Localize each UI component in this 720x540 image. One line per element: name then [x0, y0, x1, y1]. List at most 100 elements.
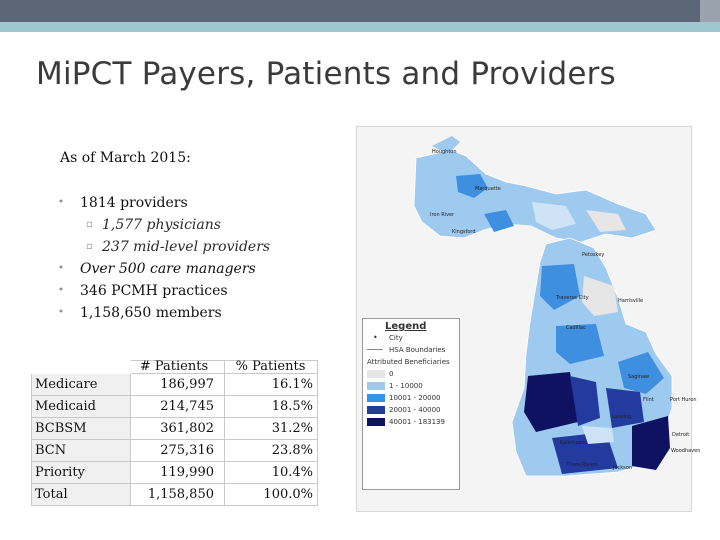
city-label-woodhaven: Woodhaven: [671, 448, 701, 454]
row-patients: 361,802: [130, 417, 225, 440]
row-percent: 100.0%: [224, 483, 318, 506]
table-row: BCN 275,316 23.8%: [31, 439, 318, 462]
lp-east-mid: [606, 388, 644, 428]
legend-swatch: [367, 370, 385, 378]
bullet-text: 346 PCMH practices: [80, 283, 228, 299]
city-label-marquette: Marquette: [475, 186, 501, 192]
lp-thumb: [618, 352, 664, 394]
legend-attributed-row: Attributed Beneficiaries: [363, 356, 459, 368]
row-percent: 18.5%: [224, 395, 318, 418]
bullet-text: 1,158,650 members: [80, 305, 222, 321]
bullet-text: 1,577 physicians: [102, 217, 221, 233]
legend-swatch: [367, 418, 385, 426]
legend-title: Legend: [385, 321, 427, 332]
legend-range-row: 40001 - 183139: [363, 416, 459, 428]
legend-range-row: 10001 - 20000: [363, 392, 459, 404]
top-decor-grey: [700, 0, 720, 22]
up-region-dark-2: [484, 210, 514, 232]
table-row: Priority 119,990 10.4%: [31, 461, 318, 484]
city-label-kalamazoo: Kalamazoo: [560, 440, 588, 446]
table-row: Medicare 186,997 16.1%: [31, 373, 318, 396]
lp-south-light: [582, 426, 614, 444]
city-label-kingsford: Kingsford: [452, 229, 476, 235]
map-border: [356, 126, 692, 512]
legend-swatch: [367, 394, 385, 402]
city-label-iron-river: Iron River: [430, 212, 455, 218]
row-percent: 23.8%: [224, 439, 318, 462]
slide-title: MiPCT Payers, Patients and Providers: [36, 56, 616, 92]
legend-city-label: City: [389, 334, 403, 342]
table-row: Total 1,158,850 100.0%: [31, 483, 318, 506]
legend-range-row: 0: [363, 368, 459, 380]
city-label-cadillac: Cadillac: [566, 325, 586, 331]
legend-attributed-label: Attributed Beneficiaries: [367, 358, 450, 366]
row-label: BCN: [31, 439, 131, 462]
row-label: Medicaid: [31, 395, 131, 418]
legend-hsa-label: HSA Boundaries: [389, 346, 446, 354]
legend-range-label: 40001 - 183139: [389, 418, 445, 426]
city-label-port-huron: Port Huron: [670, 397, 697, 403]
table-row: BCBSM 361,802 31.2%: [31, 417, 318, 440]
lp-west-dark: [524, 372, 578, 432]
bullet-practices: • 346 PCMH practices: [58, 283, 228, 299]
row-patients: 186,997: [130, 373, 225, 396]
row-label: Total: [31, 483, 131, 506]
lp-central: [556, 324, 604, 364]
city-label-harrisville: Harrisville: [618, 298, 644, 304]
map-legend: Legend • City HSA Boundaries Attributed B…: [362, 318, 460, 490]
city-label-three-rivers: Three Rivers: [566, 462, 598, 468]
row-label: Medicare: [31, 373, 131, 396]
subbullet-physicians: ▫ 1,577 physicians: [86, 217, 221, 233]
legend-range-row: 20001 - 40000: [363, 404, 459, 416]
bullet-members: • 1,158,650 members: [58, 305, 222, 321]
bullet-text: Over 500 care managers: [80, 261, 256, 277]
city-label-flint: Flint: [643, 397, 654, 403]
legend-range-label: 10001 - 20000: [389, 394, 441, 402]
top-decor-dark: [0, 0, 700, 22]
table-header-percent: % Patients: [224, 360, 318, 374]
city-label-petoskey: Petoskey: [582, 252, 605, 258]
up-region-light: [532, 202, 576, 230]
city-label-houghton: Houghton: [432, 149, 457, 155]
lp-northwest: [540, 264, 580, 310]
row-patients: 214,745: [130, 395, 225, 418]
slide-subtitle: As of March 2015:: [60, 150, 191, 166]
table-header-row: # Patients % Patients: [31, 360, 318, 374]
city-label-detroit: Detroit: [672, 432, 690, 438]
legend-range-label: 20001 - 40000: [389, 406, 441, 414]
up-region-grey: [586, 210, 626, 232]
bullet-text: 237 mid-level providers: [102, 239, 271, 255]
city-label-traverse-city: Traverse City: [556, 295, 589, 301]
city-label-lansing: Lansing: [612, 414, 632, 420]
lp-southeast-dark: [632, 416, 670, 470]
table-row: Medicaid 214,745 18.5%: [31, 395, 318, 418]
legend-city-row: • City: [363, 332, 459, 344]
city-label-jackson: Jackson: [613, 465, 633, 471]
legend-hsa-row: HSA Boundaries: [363, 344, 459, 356]
up-region-dark: [456, 174, 488, 198]
lp-north-grey: [582, 276, 618, 316]
bullet-list: • 1814 providers ▫ 1,577 physicians ▫ 237 m…: [58, 192, 270, 324]
row-percent: 10.4%: [224, 461, 318, 484]
bullet-text: 1814 providers: [80, 195, 188, 211]
legend-range-row: 1 - 10000: [363, 380, 459, 392]
bullet-care-managers: • Over 500 care managers: [58, 261, 256, 277]
legend-swatch: [367, 406, 385, 414]
boundary-line-icon: [367, 349, 383, 350]
table-header-patients: # Patients: [130, 360, 225, 374]
row-label: BCBSM: [31, 417, 131, 440]
row-percent: 31.2%: [224, 417, 318, 440]
city-label-saginaw: Saginaw: [628, 374, 650, 380]
row-patients: 119,990: [130, 461, 225, 484]
keweenaw: [432, 136, 460, 154]
row-label: Priority: [31, 461, 131, 484]
row-percent: 16.1%: [224, 373, 318, 396]
legend-range-label: 0: [389, 370, 394, 378]
subbullet-midlevel: ▫ 237 mid-level providers: [86, 239, 271, 255]
top-decor-accent: [0, 22, 720, 32]
payer-table: # Patients % Patients Medicare 186,997 1…: [31, 360, 318, 506]
bullet-providers: • 1814 providers: [58, 195, 188, 211]
top-decor-bar: [0, 0, 720, 22]
table-header-empty: [31, 360, 131, 374]
lp-west-mid: [570, 376, 600, 426]
